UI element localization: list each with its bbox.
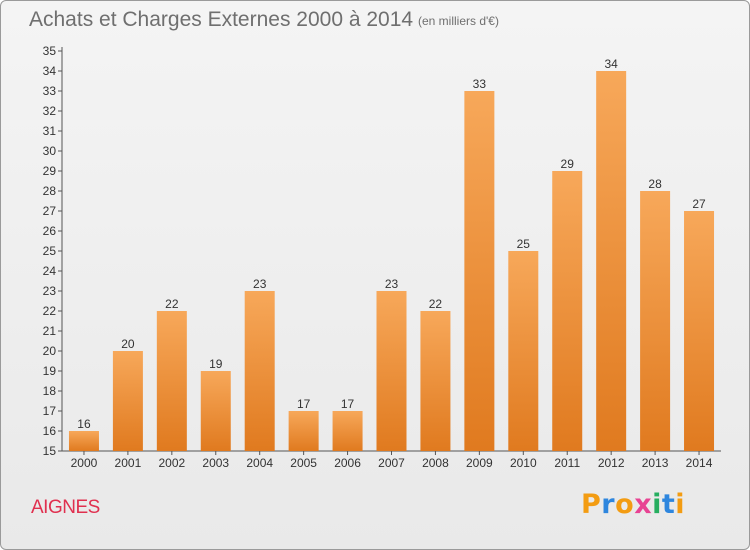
- y-tick-label: 26: [43, 224, 57, 238]
- data-label: 16: [77, 417, 91, 431]
- data-labels: 16 20 22 19 23 17 17 23 22 33 25 29 34 28 27: [77, 57, 706, 431]
- proxiti-logo: Proxiti: [581, 489, 685, 520]
- logo-letter: t: [661, 489, 676, 520]
- y-tick-label: 32: [43, 104, 57, 118]
- bar: [112, 351, 143, 451]
- x-tick-label: 2000: [71, 456, 98, 470]
- chart-subtitle: (en milliers d'€): [418, 14, 499, 28]
- y-tick-label: 33: [43, 84, 57, 98]
- y-tick-label: 25: [43, 244, 57, 258]
- logo-letter: x: [634, 489, 653, 520]
- logo-letter: P: [581, 489, 602, 520]
- bar: [420, 311, 451, 451]
- x-tick-label: 2006: [334, 456, 361, 470]
- bar: [244, 291, 275, 451]
- y-tick-label: 34: [43, 64, 57, 78]
- data-label: 23: [253, 277, 267, 291]
- bar: [596, 71, 627, 451]
- bar: [640, 191, 671, 451]
- x-tick-label: 2007: [378, 456, 405, 470]
- logo-letter: r: [601, 489, 616, 520]
- logo-letter: i: [675, 489, 686, 520]
- data-label: 25: [517, 237, 531, 251]
- bar: [552, 171, 583, 451]
- x-tick-label: 2010: [510, 456, 537, 470]
- bar: [508, 251, 539, 451]
- x-tick-label: 2009: [466, 456, 493, 470]
- x-tick-label: 2014: [686, 456, 713, 470]
- bar: [200, 371, 231, 451]
- y-tick-label: 15: [43, 444, 57, 458]
- x-tick-label: 2005: [290, 456, 317, 470]
- y-tick-label: 27: [43, 204, 57, 218]
- data-label: 29: [561, 157, 575, 171]
- logo-letter: o: [615, 489, 635, 520]
- data-label: 34: [604, 57, 618, 71]
- bar: [68, 431, 99, 451]
- y-tick-label: 22: [43, 304, 57, 318]
- data-label: 33: [473, 77, 487, 91]
- data-label: 23: [385, 277, 399, 291]
- data-label: 17: [341, 397, 355, 411]
- data-label: 22: [165, 297, 179, 311]
- bar: [376, 291, 407, 451]
- y-tick-label: 16: [43, 424, 57, 438]
- bar: [684, 211, 715, 451]
- x-tick-label: 2012: [598, 456, 625, 470]
- data-label: 19: [209, 357, 223, 371]
- y-tick-label: 18: [43, 384, 57, 398]
- y-tick-label: 28: [43, 184, 57, 198]
- data-label: 27: [692, 197, 706, 211]
- y-tick-label: 17: [43, 404, 57, 418]
- bar: [332, 411, 363, 451]
- logo-letter: i: [652, 489, 662, 520]
- y-tick-label: 23: [43, 284, 57, 298]
- data-label: 28: [648, 177, 662, 191]
- data-label: 17: [297, 397, 311, 411]
- x-tick-label: 2003: [202, 456, 229, 470]
- data-label: 20: [121, 337, 135, 351]
- y-tick-label: 21: [43, 324, 57, 338]
- y-tick-label: 20: [43, 344, 57, 358]
- x-tick-label: 2008: [422, 456, 449, 470]
- bar: [288, 411, 319, 451]
- chart-title: Achats et Charges Externes 2000 à 2014: [29, 8, 414, 31]
- bars: [68, 71, 715, 451]
- y-tick-label: 19: [43, 364, 57, 378]
- x-tick-label: 2001: [115, 456, 142, 470]
- x-tick-label: 2011: [554, 456, 580, 470]
- y-tick-label: 24: [43, 264, 57, 278]
- data-label: 22: [429, 297, 443, 311]
- x-tick-label: 2004: [246, 456, 273, 470]
- bar: [156, 311, 187, 451]
- y-tick-label: 31: [43, 124, 57, 138]
- y-tick-label: 30: [43, 144, 57, 158]
- place-name: AIGNES: [31, 497, 100, 518]
- bar: [464, 91, 495, 451]
- y-tick-label: 29: [43, 164, 57, 178]
- x-tick-label: 2002: [158, 456, 185, 470]
- x-tick-label: 2013: [642, 456, 669, 470]
- y-tick-label: 35: [43, 44, 57, 58]
